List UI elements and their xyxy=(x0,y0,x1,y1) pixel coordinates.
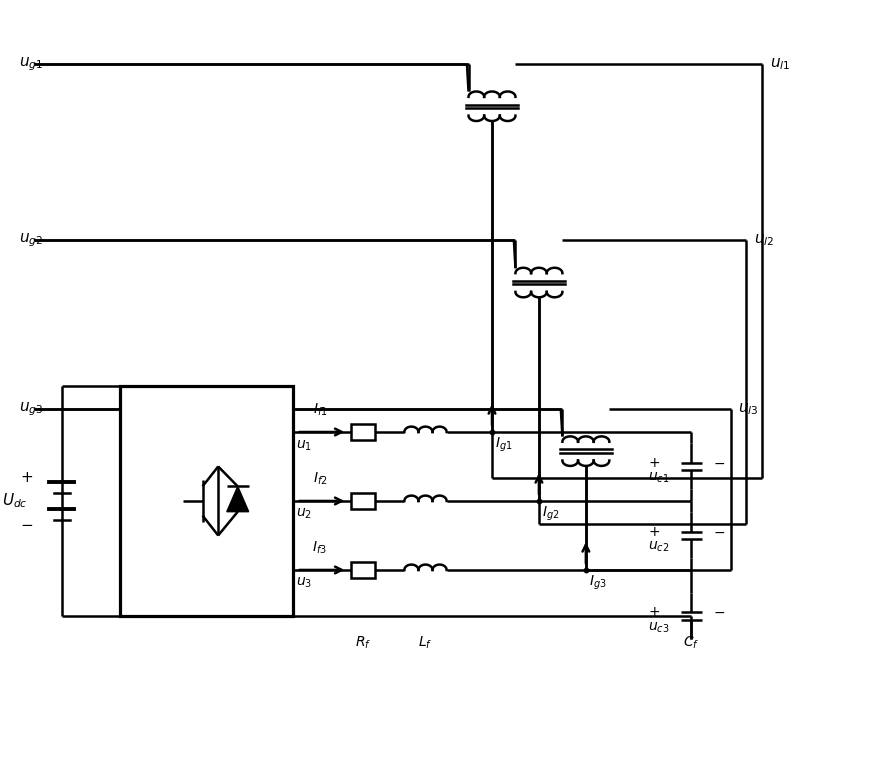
Bar xyxy=(121,386,293,616)
Text: $I_{g3}$: $I_{g3}$ xyxy=(589,574,607,592)
Text: $I_{f2}$: $I_{f2}$ xyxy=(312,471,327,487)
Text: $u_2$: $u_2$ xyxy=(295,507,311,522)
Text: $+$: $+$ xyxy=(648,455,661,469)
Text: $C_f$: $C_f$ xyxy=(684,635,699,652)
Text: $-$: $-$ xyxy=(714,525,726,539)
Text: $-$: $-$ xyxy=(714,605,726,619)
Text: $u_{g1}$: $u_{g1}$ xyxy=(19,56,43,73)
Text: $I_{f1}$: $I_{f1}$ xyxy=(312,401,327,418)
Text: $u_{c2}$: $u_{c2}$ xyxy=(648,540,669,554)
Text: $-$: $-$ xyxy=(20,516,34,531)
Text: $I_{g2}$: $I_{g2}$ xyxy=(542,505,559,523)
Text: $u_{l1}$: $u_{l1}$ xyxy=(770,56,790,72)
Text: $I_{g1}$: $I_{g1}$ xyxy=(495,436,512,454)
Text: $+$: $+$ xyxy=(20,470,34,486)
Text: $U_{dc}$: $U_{dc}$ xyxy=(2,492,27,510)
Text: $u_{g2}$: $u_{g2}$ xyxy=(19,232,43,249)
Polygon shape xyxy=(227,486,249,512)
Bar xyxy=(351,425,375,439)
Text: $R_f$: $R_f$ xyxy=(355,635,371,652)
Text: $u_3$: $u_3$ xyxy=(295,576,312,591)
Bar xyxy=(351,493,375,509)
Text: $+$: $+$ xyxy=(648,605,661,619)
Text: $+$: $+$ xyxy=(648,525,661,539)
Text: $u_{c1}$: $u_{c1}$ xyxy=(648,471,669,485)
Text: $u_{l3}$: $u_{l3}$ xyxy=(738,401,759,417)
Text: $u_1$: $u_1$ xyxy=(295,438,311,452)
Text: $L_f$: $L_f$ xyxy=(418,635,433,652)
Text: $u_{g3}$: $u_{g3}$ xyxy=(19,400,43,418)
Text: $I_{f3}$: $I_{f3}$ xyxy=(312,540,327,556)
Text: $u_{l2}$: $u_{l2}$ xyxy=(754,232,774,249)
Bar xyxy=(351,562,375,577)
Text: $-$: $-$ xyxy=(714,455,726,469)
Text: $u_{c3}$: $u_{c3}$ xyxy=(648,620,670,635)
